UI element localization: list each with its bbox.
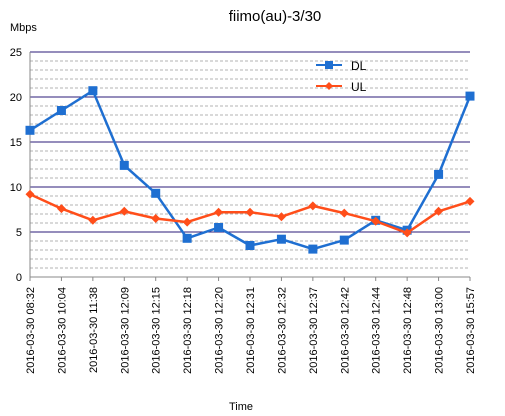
x-tick-label: 2016-03-30 12:09 <box>119 287 131 374</box>
data-point-ul <box>25 189 35 199</box>
data-point-ul <box>339 208 349 218</box>
x-tick-label: 2016-03-30 10:04 <box>56 287 68 374</box>
x-tick-label: 2016-03-30 12:42 <box>339 287 351 374</box>
data-point-dl <box>276 234 286 244</box>
x-tick-label: 2016-03-30 13:00 <box>434 287 446 374</box>
data-point-dl <box>88 86 98 96</box>
series <box>25 86 475 254</box>
x-tick-label: 2016-03-30 12:31 <box>245 287 257 374</box>
data-point-ul <box>88 215 98 225</box>
x-tick-label: 2016-03-30 12:18 <box>182 287 194 374</box>
data-point-dl <box>434 169 444 179</box>
data-point-ul <box>214 207 224 217</box>
y-tick-label: 10 <box>10 182 22 194</box>
data-point-dl <box>214 223 224 232</box>
x-tick-label: 2016-03-30 12:20 <box>214 287 226 374</box>
legend-ul-marker <box>325 82 333 90</box>
x-tick-label: 2016-03-30 12:37 <box>308 287 320 374</box>
data-point-ul <box>371 216 381 226</box>
x-tick-label: 2016-03-30 08:32 <box>25 287 37 374</box>
x-tick-label: 2016-03-30 12:15 <box>151 287 163 374</box>
x-tick-label: 2016-03-30 12:44 <box>371 287 383 374</box>
y-tick-label: 15 <box>10 137 22 149</box>
data-point-ul <box>151 214 161 223</box>
data-point-dl <box>119 160 129 170</box>
data-point-dl <box>465 91 475 101</box>
data-point-ul <box>402 228 412 238</box>
y-axis-label: Mbps <box>10 22 37 34</box>
data-point-ul <box>56 204 66 214</box>
series-ul <box>25 189 475 238</box>
data-point-ul <box>276 212 286 222</box>
x-axis-label: Time <box>229 401 253 413</box>
x-tick-label: 2016-03-30 11:38 <box>88 287 100 373</box>
data-point-dl <box>182 233 192 243</box>
x-tick-label: 2016-03-30 12:32 <box>276 287 288 374</box>
data-point-dl <box>56 106 66 115</box>
data-point-dl <box>245 241 255 250</box>
y-ticks: 0 5 10 15 20 25 <box>10 47 22 284</box>
x-tick-label: 2016-03-30 12:48 <box>402 287 414 374</box>
data-point-dl <box>339 235 349 245</box>
y-tick-label: 25 <box>10 47 22 59</box>
y-tick-label: 0 <box>16 272 22 284</box>
data-point-ul <box>119 206 129 216</box>
data-point-dl <box>308 244 318 254</box>
x-tick-label: 2016-03-30 15:57 <box>465 287 477 374</box>
data-point-dl <box>151 188 161 198</box>
legend-ul-label: UL <box>351 80 367 94</box>
x-ticks: 2016-03-30 08:32 2016-03-30 10:04 2016-03-… <box>25 277 477 374</box>
y-tick-label: 5 <box>16 227 22 239</box>
legend: DL UL <box>316 59 367 94</box>
data-point-ul <box>308 201 318 211</box>
data-point-ul <box>182 217 192 227</box>
legend-dl-label: DL <box>351 59 367 73</box>
data-point-dl <box>25 125 35 135</box>
data-point-ul <box>434 206 444 216</box>
y-tick-label: 20 <box>10 92 22 104</box>
data-point-ul <box>465 196 475 206</box>
legend-dl-marker <box>325 61 333 69</box>
chart-title: fiimo(au)-3/30 <box>229 8 322 25</box>
data-point-ul <box>245 207 255 217</box>
